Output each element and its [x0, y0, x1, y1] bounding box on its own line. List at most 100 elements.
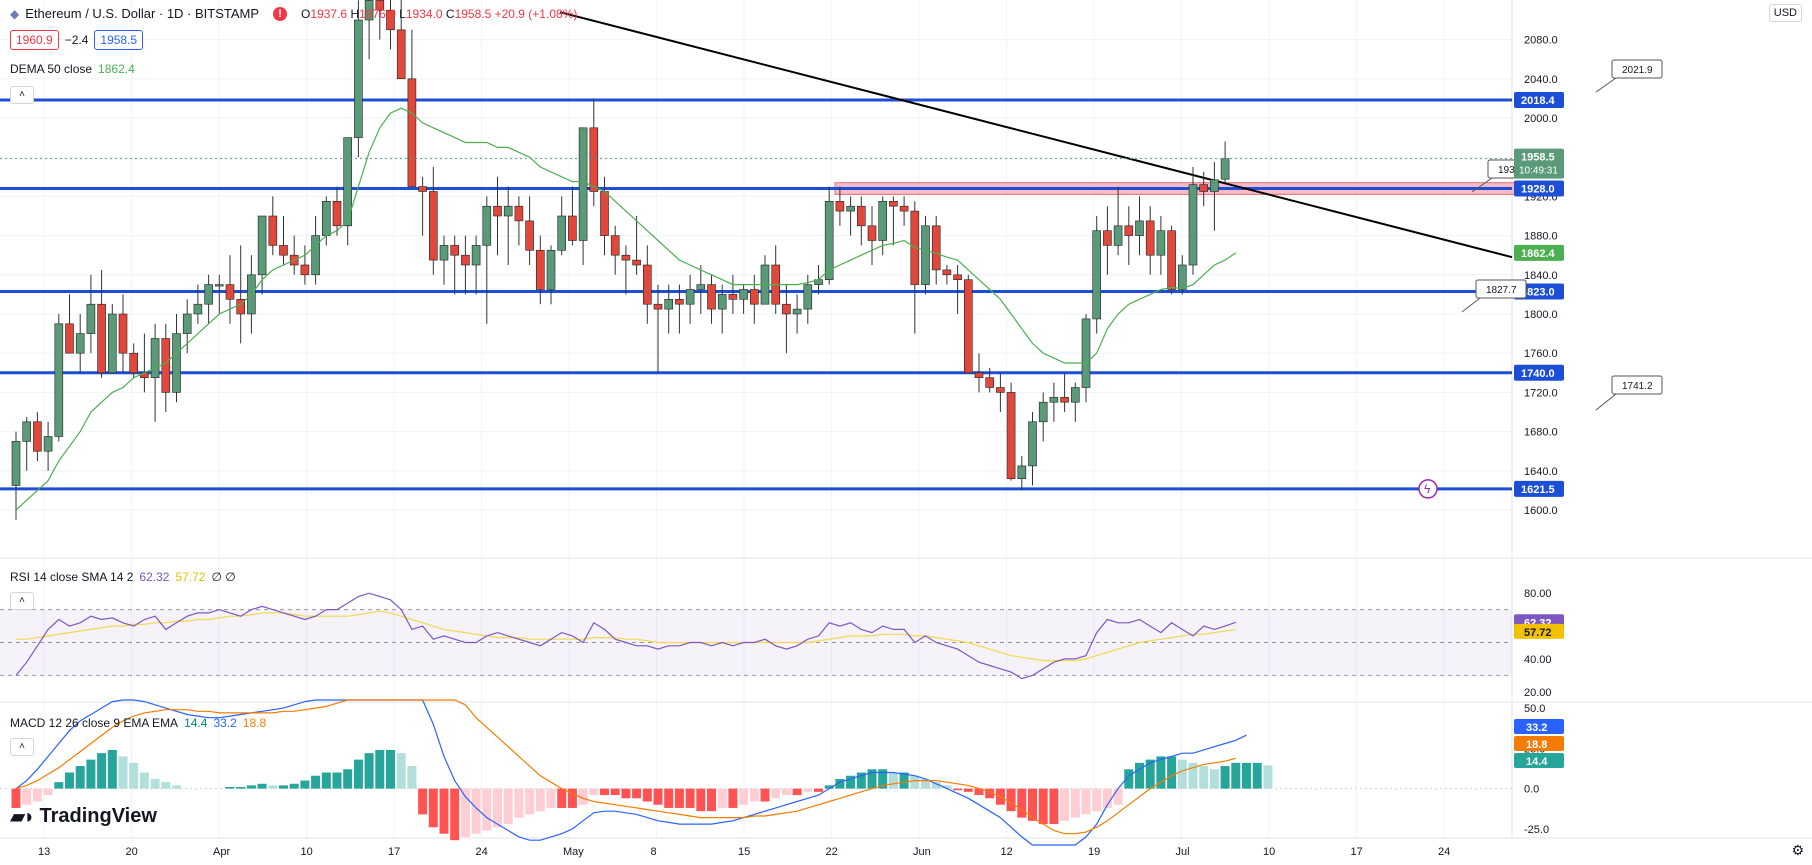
candle-body	[525, 220, 534, 251]
macd-value-label: 18.8	[1526, 739, 1547, 751]
candle-body	[717, 294, 727, 310]
macd-histogram-bar	[439, 788, 449, 834]
candle-body	[65, 323, 74, 354]
collapse-legend-button[interactable]: ˄	[10, 86, 34, 104]
macd-signal-line	[15, 699, 1236, 835]
rsi-value: 62.32	[139, 570, 170, 584]
macd-histogram-bar	[236, 787, 246, 789]
dema-price-tag	[1514, 244, 1564, 261]
candle-body	[1167, 230, 1176, 290]
macd-signal-value: 18.8	[242, 716, 267, 730]
macd-label: MACD 12 26 close 9 EMA EMA	[10, 716, 179, 730]
macd-histogram-bar	[803, 788, 813, 792]
candle-body	[1145, 220, 1155, 256]
rsi-legend[interactable]: RSI 14 close SMA 14 2 62.32 57.72 ∅ ∅	[10, 570, 236, 584]
candle-body	[257, 215, 267, 276]
buy-price-button[interactable]: 1958.5	[94, 30, 144, 50]
candle-body	[696, 284, 706, 290]
candle-body	[386, 9, 395, 31]
rsi-extra: ∅ ∅	[211, 570, 236, 584]
level-price-label: 1621.5	[1521, 484, 1555, 496]
candle-body	[749, 289, 759, 305]
ohlc-readout: O1937.6 H1976.0 L1934.0 C1958.5 +20.9 (+…	[301, 6, 578, 21]
macd-histogram-bar	[1263, 765, 1273, 789]
macd-histogram-bar	[97, 753, 107, 789]
rsi-axis-tick: 40.00	[1524, 654, 1552, 666]
macd-histogram-bar	[1231, 762, 1241, 789]
candle-body	[782, 303, 791, 315]
candle-body	[332, 201, 342, 227]
macd-histogram-bar	[1006, 788, 1016, 812]
macd-histogram-bar	[407, 766, 417, 789]
macd-collapse-button[interactable]: ˄	[10, 738, 34, 756]
macd-histogram-bar	[792, 788, 802, 796]
candle-body	[846, 205, 855, 212]
macd-histogram-bar	[685, 788, 695, 808]
macd-histogram-bar	[1188, 762, 1198, 789]
macd-histogram-bar	[32, 788, 42, 802]
price-callout-label: 1933.0	[1498, 165, 1529, 176]
macd-histogram-bar	[493, 788, 502, 828]
macd-histogram-bar	[1145, 759, 1155, 789]
candle-body	[953, 274, 962, 280]
candle-body	[86, 303, 96, 334]
candle-body	[1220, 158, 1230, 180]
price-callout-label: 1741.2	[1622, 381, 1653, 392]
candle-body	[1060, 396, 1069, 403]
candle-body	[996, 387, 1005, 393]
price-callout-label: 1827.7	[1486, 285, 1517, 296]
macd-value-label: 14.4	[1526, 756, 1548, 768]
sell-price-button[interactable]: 1960.9	[10, 30, 59, 50]
macd-histogram-bar	[118, 756, 128, 789]
candle-body	[450, 245, 460, 256]
candle-body	[11, 441, 21, 486]
macd-histogram-bar	[578, 788, 588, 805]
macd-histogram-bar	[172, 785, 181, 789]
dema-legend[interactable]: DEMA 50 close 1862.4	[10, 62, 135, 76]
time-axis-tick: May	[563, 846, 584, 858]
candle-body	[1103, 230, 1112, 246]
rsi-collapse-button[interactable]: ˄	[10, 592, 34, 610]
macd-histogram-bar	[824, 785, 834, 789]
macd-histogram-bar	[1124, 769, 1134, 789]
macd-histogram-bar	[332, 772, 342, 789]
macd-legend[interactable]: MACD 12 26 close 9 EMA EMA 14.4 33.2 18.8	[10, 716, 266, 730]
macd-histogram-bar	[525, 788, 535, 815]
candle-body	[1006, 392, 1016, 479]
candle-body	[610, 235, 620, 256]
macd-histogram-bar	[1060, 788, 1070, 821]
macd-histogram-bar	[321, 772, 331, 789]
level-price-label: 2018.4	[1521, 95, 1556, 107]
candle-body	[1071, 387, 1080, 403]
time-axis-tick: Apr	[213, 846, 230, 858]
candle-body	[642, 264, 652, 305]
macd-histogram-bar	[1017, 788, 1027, 818]
macd-histogram-bar	[707, 788, 716, 812]
time-axis-tick: 10	[301, 846, 313, 858]
macd-histogram-bar	[225, 787, 235, 789]
macd-axis-tick: -25.0	[1524, 824, 1549, 836]
time-axis-tick: 15	[738, 846, 750, 858]
price-axis-tick: 1880.0	[1524, 231, 1558, 243]
macd-histogram-bar	[674, 788, 684, 808]
symbol-title[interactable]: Ethereum / U.S. Dollar · 1D · BITSTAMP	[25, 6, 260, 21]
price-change: +20.9 (+1.08%)	[494, 6, 578, 21]
candle-body	[1135, 220, 1144, 236]
macd-histogram-bar	[1081, 788, 1091, 815]
alert-icon[interactable]: !	[273, 6, 288, 21]
candle-body	[792, 308, 802, 315]
currency-selector[interactable]: USD	[1768, 4, 1802, 22]
macd-histogram-bar	[1252, 762, 1262, 789]
trend-line	[559, 11, 1513, 259]
macd-histogram-bar	[1028, 788, 1037, 821]
macd-histogram-bar	[621, 788, 631, 799]
level-price-tag	[1514, 180, 1564, 197]
macd-histogram-bar	[535, 788, 545, 812]
level-price-label: 1823.0	[1521, 286, 1555, 298]
macd-histogram-bar	[65, 772, 74, 789]
macd-histogram-bar	[749, 788, 759, 802]
lightning-glyph: ϟ	[1424, 482, 1431, 496]
macd-histogram-bar	[728, 788, 738, 808]
gear-icon[interactable]: ⚙	[1791, 842, 1804, 858]
macd-histogram-bar	[835, 778, 845, 789]
